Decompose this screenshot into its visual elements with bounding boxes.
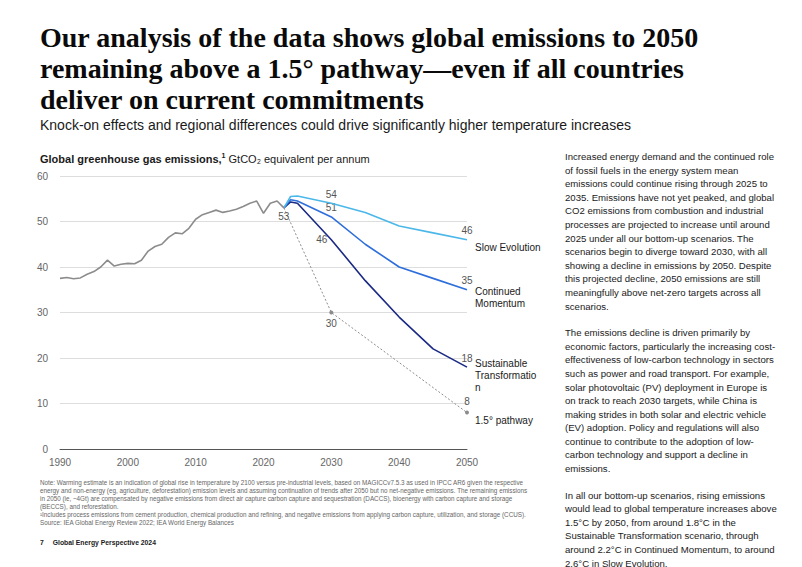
svg-text:46: 46 <box>316 234 328 245</box>
svg-text:2050: 2050 <box>456 457 479 468</box>
svg-text:8: 8 <box>464 396 470 407</box>
html-text:Increased energy demand and th: Increased energy demand and the continue… <box>565 151 775 312</box>
svg-text:53: 53 <box>278 211 290 222</box>
svg-text:n: n <box>475 382 481 393</box>
svg-text:Sustainable: Sustainable <box>475 358 530 369</box>
html-text:Source: IEA Global Energy Revi: Source: IEA Global Energy Review 2022; I… <box>40 519 234 526</box>
svg-text:2040: 2040 <box>388 457 411 468</box>
svg-text:Transformatio: Transformatio <box>475 370 537 381</box>
svg-text:20: 20 <box>37 353 49 364</box>
svg-text:30: 30 <box>326 318 338 329</box>
svg-text:51: 51 <box>325 202 337 214</box>
svg-text:0: 0 <box>42 444 48 455</box>
html-text:Knock-on effects and regional: Knock-on effects and regional difference… <box>40 117 631 133</box>
svg-text:50: 50 <box>37 216 49 227</box>
svg-text:2030: 2030 <box>320 457 343 468</box>
svg-text:2020: 2020 <box>252 457 275 468</box>
svg-text:2000: 2000 <box>117 457 140 468</box>
html-text:Global greenhouse gas emission: Global greenhouse gas emissions,1GtCO₂ e… <box>40 152 370 165</box>
html-text:7: 7 <box>40 539 44 546</box>
svg-text:Slow Evolution: Slow Evolution <box>475 242 541 253</box>
svg-text:Continued: Continued <box>475 286 523 297</box>
svg-text:54: 54 <box>326 189 338 200</box>
svg-text:18: 18 <box>461 353 473 364</box>
svg-text:60: 60 <box>37 171 49 182</box>
svg-text:10: 10 <box>37 398 49 409</box>
html-text:¹Includes process emissions fr: ¹Includes process emissions from cement … <box>40 511 526 518</box>
svg-text:1.5° pathway: 1.5° pathway <box>475 415 533 426</box>
svg-text:46: 46 <box>461 225 473 236</box>
html-text:The emissions decline is drive: The emissions decline is driven primaril… <box>565 327 776 475</box>
html-text:Our analysis of the data shows: Our analysis of the data shows global em… <box>40 22 699 115</box>
html-text:Global Energy Perspective 2024: Global Energy Perspective 2024 <box>52 539 156 546</box>
svg-text:2010: 2010 <box>185 457 208 468</box>
svg-text:1990: 1990 <box>49 457 72 468</box>
svg-text:30: 30 <box>37 307 49 318</box>
svg-text:35: 35 <box>461 275 473 286</box>
svg-text:40: 40 <box>37 262 49 273</box>
html-text:Note: Warming estimate is an i: Note: Warming estimate is an indication … <box>40 479 528 510</box>
svg-text:Momentum: Momentum <box>475 298 525 309</box>
